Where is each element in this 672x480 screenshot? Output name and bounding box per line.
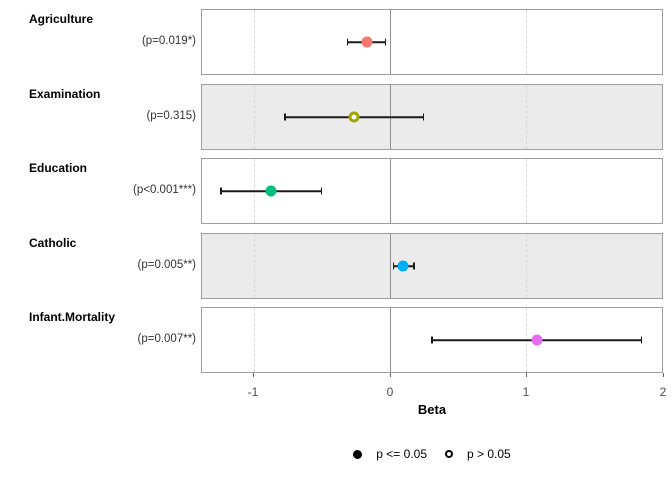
- major-gridline: [525, 234, 527, 298]
- major-gridline: [253, 10, 255, 74]
- axis-tick-label: 0: [386, 385, 394, 399]
- legend: p <= 0.05 p > 0.05: [201, 447, 663, 461]
- estimate-point: [361, 36, 373, 48]
- confidence-interval-cap: [346, 38, 349, 46]
- estimate-point: [531, 334, 543, 346]
- facet-panel: [201, 233, 663, 299]
- facet-panel: [201, 84, 663, 150]
- major-gridline: [253, 85, 255, 149]
- axis-tick-mark: [526, 373, 527, 377]
- confidence-interval-cap: [431, 336, 433, 344]
- facet-strip-label: Infant.Mortality: [29, 310, 115, 324]
- confidence-interval-cap: [640, 336, 643, 344]
- axis-tick-label: -1: [247, 385, 259, 399]
- filled-circle-icon: [353, 449, 363, 459]
- confidence-interval-cap: [284, 113, 286, 121]
- major-gridline: [253, 308, 255, 372]
- axis-tick-mark: [253, 373, 254, 377]
- facet-panel: [201, 158, 663, 224]
- p-value-label: (p<0.001***): [133, 184, 196, 196]
- major-gridline: [525, 85, 527, 149]
- confidence-interval-cap: [392, 262, 395, 270]
- legend-item-not-significant: p > 0.05: [445, 447, 511, 461]
- zero-reference-line: [389, 308, 391, 372]
- facet-strip-label: Agriculture: [29, 12, 94, 26]
- confidence-interval-cap: [320, 187, 323, 195]
- axis-tick-label: 1: [522, 385, 530, 399]
- estimate-point: [397, 260, 409, 272]
- p-value-label: (p=0.007**): [137, 333, 197, 345]
- legend-item-significant: p <= 0.05: [353, 447, 427, 461]
- axis-tick-mark: [390, 373, 391, 377]
- legend-label-not-significant: p > 0.05: [467, 447, 511, 461]
- open-circle-icon: [445, 450, 453, 458]
- facet-strip-label: Education: [29, 161, 88, 175]
- major-gridline: [525, 10, 527, 74]
- facet-strip-label: Examination: [29, 87, 101, 101]
- zero-reference-line: [389, 234, 391, 298]
- estimate-point: [348, 111, 360, 123]
- confidence-interval-cap: [422, 113, 425, 121]
- zero-reference-line: [389, 159, 391, 223]
- facet-panel: [201, 307, 663, 373]
- p-value-label: (p=0.315): [146, 110, 196, 122]
- confidence-interval-cap: [220, 187, 222, 195]
- zero-reference-line: [389, 10, 391, 74]
- axis-tick-label: 2: [659, 385, 667, 399]
- facet-strip-label: Catholic: [29, 236, 77, 250]
- confidence-interval-cap: [413, 262, 415, 270]
- x-axis-title: Beta: [417, 402, 447, 417]
- facet-panel: [201, 9, 663, 75]
- estimate-point: [265, 185, 277, 197]
- p-value-label: (p=0.005**): [137, 259, 197, 271]
- legend-label-significant: p <= 0.05: [376, 447, 427, 461]
- major-gridline: [253, 234, 255, 298]
- axis-tick-mark: [663, 373, 664, 377]
- p-value-label: (p=0.019*): [141, 35, 196, 47]
- major-gridline: [525, 159, 527, 223]
- confidence-interval-cap: [384, 38, 387, 46]
